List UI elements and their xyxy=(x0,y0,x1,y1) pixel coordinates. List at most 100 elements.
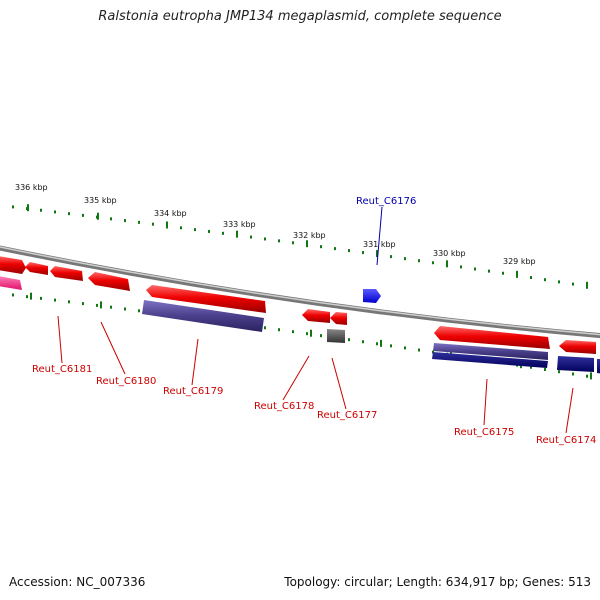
upper-scale-minor-tick xyxy=(278,239,280,243)
lower-scale-minor-tick xyxy=(96,303,98,307)
gene-arrow-a[interactable] xyxy=(25,262,48,275)
lower-scale-minor-tick xyxy=(82,302,84,306)
lower-scale-minor-tick xyxy=(404,346,406,350)
lower-scale-minor-tick xyxy=(418,348,420,352)
leader-c6180 xyxy=(100,321,126,375)
gene-arrow-c6179-fwd[interactable] xyxy=(146,285,266,313)
leader-c6179 xyxy=(191,338,199,386)
backbone-arc-highlight xyxy=(0,246,600,336)
leader-c6181 xyxy=(57,315,63,364)
backbone-arc xyxy=(0,245,600,339)
upper-scale-major-tick xyxy=(516,270,518,278)
lower-scale-minor-tick xyxy=(586,374,588,378)
upper-scale-minor-tick xyxy=(572,282,574,286)
lower-scale-minor-tick xyxy=(376,342,378,346)
lower-scale-minor-tick xyxy=(530,365,532,369)
leader-c6177 xyxy=(331,357,347,410)
lower-scale-major-tick xyxy=(310,329,312,337)
lower-scale-minor-tick xyxy=(390,344,392,348)
gene-label-c6177[interactable]: Reut_C6177 xyxy=(317,410,377,421)
upper-scale-minor-tick xyxy=(68,212,70,216)
upper-scale-minor-tick xyxy=(250,235,252,239)
upper-scale-minor-tick xyxy=(40,208,42,212)
tick-label-330: 330 kbp xyxy=(433,249,466,258)
gene-bar-c6179-rev[interactable] xyxy=(142,300,264,332)
leader-c6178 xyxy=(282,355,310,401)
gene-label-c6181[interactable]: Reut_C6181 xyxy=(32,364,92,375)
upper-scale-minor-tick xyxy=(558,280,560,284)
gene-bar-right-edge[interactable] xyxy=(597,359,600,374)
gene-pink-fragment[interactable] xyxy=(0,276,22,290)
lower-scale-major-tick xyxy=(380,339,382,347)
lower-scale-minor-tick xyxy=(292,330,294,334)
accession-text: Accession: NC_007336 xyxy=(9,575,146,589)
lower-scale-minor-tick xyxy=(26,295,28,299)
lower-scale-minor-tick xyxy=(320,334,322,338)
upper-scale-minor-tick xyxy=(502,271,504,275)
lower-scale-minor-tick xyxy=(12,293,14,297)
upper-scale-major-tick xyxy=(586,281,588,289)
upper-scale-minor-tick xyxy=(12,205,14,209)
gene-label-c6174[interactable]: Reut_C6174 xyxy=(536,435,596,446)
lower-scale-minor-tick xyxy=(40,296,42,300)
tick-label-329: 329 kbp xyxy=(503,257,536,266)
tick-label-333: 333 kbp xyxy=(223,220,256,229)
upper-scale-minor-tick xyxy=(488,269,490,273)
tick-label-335: 335 kbp xyxy=(84,196,117,205)
upper-scale-minor-tick xyxy=(348,249,350,253)
upper-scale-minor-tick xyxy=(404,257,406,261)
upper-scale-major-tick xyxy=(27,204,29,212)
upper-scale-minor-tick xyxy=(334,247,336,251)
gene-arrow-c[interactable] xyxy=(88,272,130,291)
upper-scale-major-tick xyxy=(97,212,99,220)
gene-arrow-c6175[interactable] xyxy=(434,326,550,349)
upper-scale-minor-tick xyxy=(320,245,322,249)
upper-scale-minor-tick xyxy=(432,261,434,265)
leader-c6175 xyxy=(483,378,488,426)
gene-arrow-b[interactable] xyxy=(50,266,83,281)
tick-label-331: 331 kbp xyxy=(363,240,396,249)
reverse-strand-genes xyxy=(142,300,600,374)
lower-scale-minor-tick xyxy=(544,367,546,371)
upper-scale-minor-tick xyxy=(474,267,476,271)
lower-scale-minor-tick xyxy=(278,328,280,332)
gene-bar-c6175-rev-dark[interactable] xyxy=(432,352,548,368)
gene-arrow-left-edge[interactable] xyxy=(0,256,26,274)
upper-scale-major-tick xyxy=(166,221,168,229)
upper-scale-minor-tick xyxy=(124,219,126,223)
leader-lines xyxy=(57,206,574,434)
summary-text: Topology: circular; Length: 634,917 bp; … xyxy=(284,575,591,589)
gene-arrow-c6176[interactable] xyxy=(363,289,381,303)
gene-bar-gray[interactable] xyxy=(327,329,345,343)
upper-scale-minor-tick xyxy=(362,251,364,255)
tick-label-336: 336 kbp xyxy=(15,183,48,192)
upper-scale-major-tick xyxy=(306,240,308,248)
lower-scale-minor-tick xyxy=(110,305,112,309)
gene-bar-c6175-rev[interactable] xyxy=(433,343,548,360)
upper-scale-minor-tick xyxy=(418,259,420,263)
gene-arrow-c6177[interactable] xyxy=(330,312,347,325)
gene-arrow-c6178[interactable] xyxy=(302,309,330,323)
upper-scale-minor-tick xyxy=(110,217,112,221)
leader-c6176 xyxy=(376,206,383,266)
lower-scale-major-tick xyxy=(30,292,32,300)
lower-scale-minor-tick xyxy=(68,300,70,304)
gene-arrow-c6174[interactable] xyxy=(559,340,596,354)
upper-scale-minor-tick xyxy=(82,213,84,217)
gene-label-c6180[interactable]: Reut_C6180 xyxy=(96,376,156,387)
gene-label-c6176[interactable]: Reut_C6176 xyxy=(356,196,416,207)
lower-scale-minor-tick xyxy=(558,370,560,374)
gene-label-c6179[interactable]: Reut_C6179 xyxy=(163,386,223,397)
upper-scale-major-tick xyxy=(236,230,238,238)
lower-scale-minor-tick xyxy=(124,307,126,311)
map-title: Ralstonia eutropha JMP134 megaplasmid, c… xyxy=(98,9,502,24)
upper-scale-minor-tick xyxy=(180,226,182,230)
gene-label-c6175[interactable]: Reut_C6175 xyxy=(454,427,514,438)
gene-bar-c6174-rev[interactable] xyxy=(557,356,594,372)
upper-scale-minor-tick xyxy=(138,220,140,224)
gene-label-c6178[interactable]: Reut_C6178 xyxy=(254,401,314,412)
upper-scale-major-tick xyxy=(376,250,378,258)
upper-scale-minor-tick xyxy=(222,231,224,235)
